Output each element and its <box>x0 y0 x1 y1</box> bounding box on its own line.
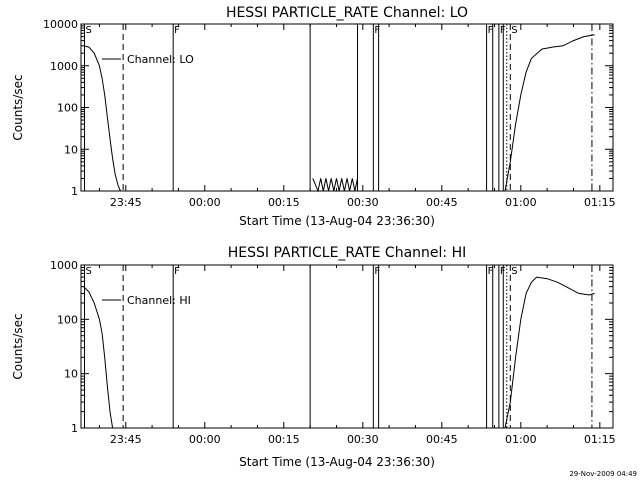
x-tick-label: 00:45 <box>426 196 458 209</box>
x-tick-label: 00:30 <box>347 433 379 446</box>
y-tick-label: 1000 <box>50 60 78 73</box>
event-label: F <box>174 25 180 36</box>
event-label: F <box>374 25 380 36</box>
event-label: F <box>488 266 494 277</box>
x-tick-label: 00:30 <box>347 196 379 209</box>
event-label: F <box>174 266 180 277</box>
plot-frame <box>80 264 614 429</box>
x-axis-label: Start Time (13-Aug-04 23:36:30) <box>239 214 435 228</box>
x-tick-label: 00:00 <box>189 196 221 209</box>
y-tick-label: 1 <box>71 185 78 198</box>
chart-title: HESSI PARTICLE_RATE Channel: LO <box>226 5 468 21</box>
event-label: F <box>374 266 380 277</box>
x-tick-label: 01:00 <box>505 196 537 209</box>
series-spikes <box>312 178 358 193</box>
chart-title: HESSI PARTICLE_RATE Channel: HI <box>228 245 466 261</box>
y-tick-label: 10 <box>64 368 78 381</box>
x-tick-label: 01:00 <box>505 433 537 446</box>
x-tick-label: 23:45 <box>110 433 142 446</box>
event-label: S <box>511 266 517 277</box>
series-line <box>504 34 595 192</box>
y-axis-label: Counts/sec <box>11 313 25 379</box>
event-label: S <box>511 25 517 36</box>
timestamp: 29-Nov-2009 04:49 <box>569 470 637 478</box>
x-tick-label: 01:15 <box>584 196 616 209</box>
y-tick-label: 100 <box>57 313 78 326</box>
panel-hi: HESSI PARTICLE_RATE Channel: HI 23:45 00:0… <box>11 245 616 469</box>
y-tick-label: 1 <box>71 422 78 435</box>
x-tick-label: 00:15 <box>268 196 300 209</box>
x-tick-label: 00:15 <box>268 433 300 446</box>
series-line <box>504 276 595 429</box>
legend-label: Channel: LO <box>127 53 194 66</box>
y-tick-label: 10000 <box>43 18 78 31</box>
series-line <box>83 45 121 192</box>
panel-lo: HESSI PARTICLE_RATE Channel: LO 23:45 00:0… <box>11 5 616 228</box>
x-axis-label: Start Time (13-Aug-04 23:36:30) <box>239 455 435 469</box>
event-label: S <box>86 25 92 36</box>
y-tick-label: 10 <box>64 143 78 156</box>
plot-frame <box>80 23 614 192</box>
event-label: F <box>488 25 494 36</box>
y-tick-label: 100 <box>57 102 78 115</box>
y-axis-label: Counts/sec <box>11 74 25 140</box>
x-tick-label: 01:15 <box>584 433 616 446</box>
y-tick-label: 1000 <box>50 259 78 272</box>
x-tick-label: 00:45 <box>426 433 458 446</box>
legend-label: Channel: HI <box>127 294 191 307</box>
x-tick-label: 23:45 <box>110 196 142 209</box>
event-label: S <box>86 266 92 277</box>
x-tick-label: 00:00 <box>189 433 221 446</box>
series-line <box>83 286 114 429</box>
